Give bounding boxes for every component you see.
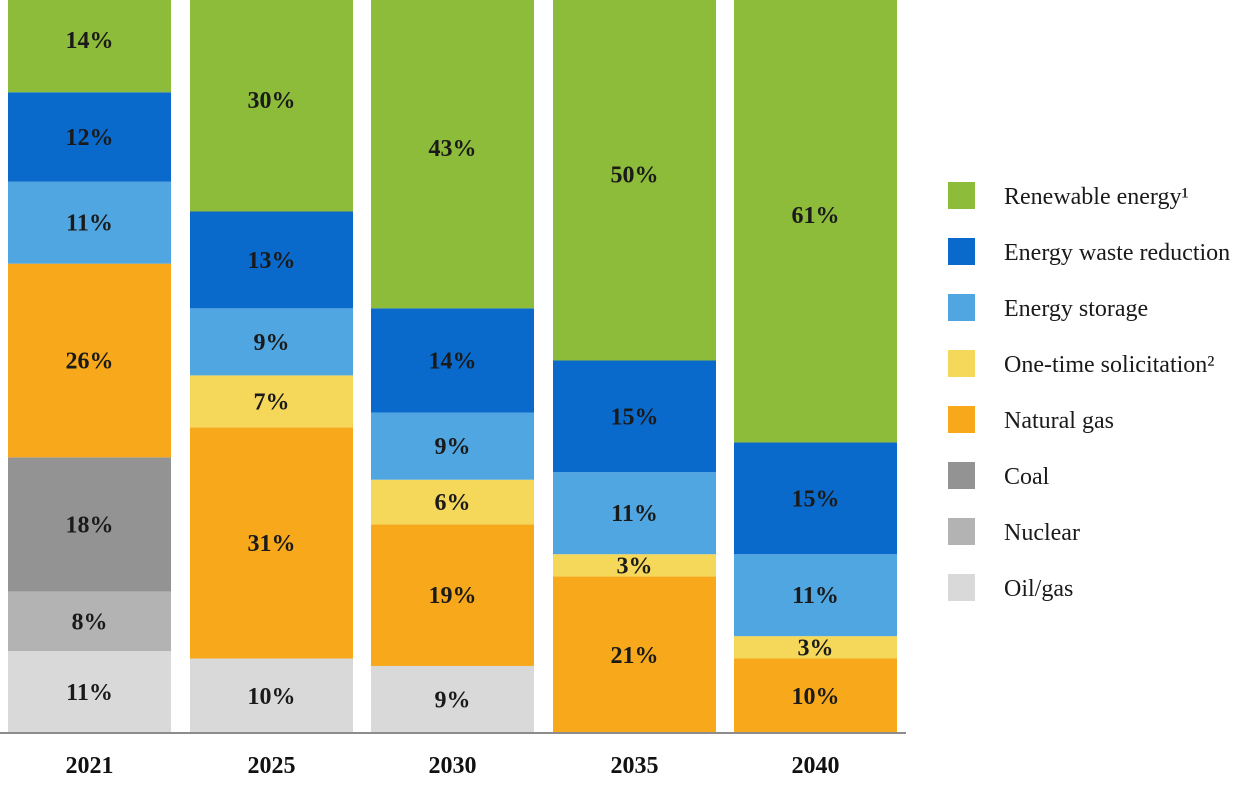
legend-swatch-energy-storage — [948, 294, 975, 321]
bar-segment-2025-energy-waste-reduction — [190, 211, 353, 309]
legend-swatch-oil-gas — [948, 574, 975, 601]
data-label-2035-one-time-solicitation: 3% — [617, 553, 653, 579]
bar-segment-2035-natural-gas — [553, 576, 716, 733]
x-tick-label-2025: 2025 — [248, 753, 296, 779]
bar-segment-2021-oil-gas — [8, 651, 171, 733]
bar-segment-2021-renewable-energy — [8, 0, 171, 93]
data-label-2025-natural-gas: 31% — [248, 531, 296, 557]
bar-segment-2035-one-time-solicitation — [553, 554, 716, 577]
data-label-2021-oil-gas: 11% — [66, 680, 113, 706]
x-tick-label-2035: 2035 — [611, 753, 659, 779]
bar-segment-2040-one-time-solicitation — [734, 636, 897, 659]
legend-swatch-coal — [948, 462, 975, 489]
bar-segment-2030-oil-gas — [371, 665, 534, 733]
bar-segment-2025-oil-gas — [190, 658, 353, 733]
bar-segment-2025-renewable-energy — [190, 0, 353, 212]
x-tick-label-2021: 2021 — [66, 753, 114, 779]
bar-segment-2040-energy-waste-reduction — [734, 442, 897, 555]
bar-segment-2021-nuclear — [8, 591, 171, 652]
data-label-2030-natural-gas: 19% — [429, 583, 477, 609]
bar-segment-2021-coal — [8, 457, 171, 592]
data-label-2035-energy-waste-reduction: 15% — [611, 404, 659, 430]
data-label-2025-oil-gas: 10% — [248, 684, 296, 710]
bars-group — [8, 0, 897, 733]
legend-label-natural-gas: Natural gas — [1004, 408, 1114, 434]
data-label-2040-natural-gas: 10% — [792, 684, 840, 710]
bar-segment-2030-energy-waste-reduction — [371, 308, 534, 413]
data-label-2030-renewable-energy: 43% — [429, 136, 477, 162]
bar-segment-2030-one-time-solicitation — [371, 479, 534, 525]
data-label-2030-oil-gas: 9% — [435, 687, 471, 713]
bar-segment-2025-one-time-solicitation — [190, 375, 353, 428]
bar-segment-2040-renewable-energy — [734, 0, 897, 443]
data-label-2025-energy-waste-reduction: 13% — [248, 248, 296, 274]
bar-segment-2030-renewable-energy — [371, 0, 534, 309]
data-label-2040-energy-waste-reduction: 15% — [792, 486, 840, 512]
bar-segment-2025-natural-gas — [190, 427, 353, 659]
bar-segment-2021-energy-waste-reduction — [8, 92, 171, 182]
legend-label-energy-storage: Energy storage — [1004, 296, 1148, 322]
legend-swatch-nuclear — [948, 518, 975, 545]
segment-labels-group: 11% 8% 18% 26% 11% 12% 14% 10% 31% 7% 9% 13% 30% 9% 19… — [66, 28, 840, 713]
legend-label-energy-waste-reduction: Energy waste reduction — [1004, 240, 1230, 266]
x-tick-labels-group: 2021 2025 2030 2035 2040 — [66, 753, 840, 779]
data-label-2021-nuclear: 8% — [72, 609, 108, 635]
legend-swatch-energy-waste-reduction — [948, 238, 975, 265]
data-label-2021-natural-gas: 26% — [66, 349, 114, 375]
x-tick-label-2040: 2040 — [792, 753, 840, 779]
bar-segment-2040-natural-gas — [734, 658, 897, 733]
data-label-2025-renewable-energy: 30% — [248, 88, 296, 114]
data-label-2021-renewable-energy: 14% — [66, 28, 114, 54]
legend-label-coal: Coal — [1004, 464, 1050, 490]
data-label-2021-energy-waste-reduction: 12% — [66, 125, 114, 151]
data-label-2030-energy-storage: 9% — [435, 434, 471, 460]
legend-label-one-time-solicitation: One-time solicitation² — [1004, 352, 1214, 378]
legend-label-oil-gas: Oil/gas — [1004, 576, 1073, 602]
bar-segment-2035-renewable-energy — [553, 0, 716, 361]
bar-segment-2030-energy-storage — [371, 412, 534, 480]
data-label-2040-renewable-energy: 61% — [792, 203, 840, 229]
data-label-2040-energy-storage: 11% — [792, 583, 839, 609]
data-label-2030-one-time-solicitation: 6% — [435, 490, 471, 516]
legend: Renewable energy¹ Energy waste reduction E… — [948, 182, 1230, 602]
bar-segment-2030-natural-gas — [371, 524, 534, 666]
legend-swatch-one-time-solicitation — [948, 350, 975, 377]
data-label-2035-natural-gas: 21% — [611, 643, 659, 669]
bar-segment-2025-energy-storage — [190, 308, 353, 376]
legend-swatch-natural-gas — [948, 406, 975, 433]
data-label-2021-energy-storage: 11% — [66, 211, 113, 237]
bar-segment-2040-energy-storage — [734, 554, 897, 637]
bar-segment-2035-energy-storage — [553, 472, 716, 555]
data-label-2030-energy-waste-reduction: 14% — [429, 349, 477, 375]
bar-segment-2035-energy-waste-reduction — [553, 360, 716, 473]
data-label-2025-one-time-solicitation: 7% — [254, 389, 290, 415]
legend-label-nuclear: Nuclear — [1004, 520, 1080, 546]
bar-segment-2021-energy-storage — [8, 181, 171, 264]
data-label-2035-energy-storage: 11% — [611, 501, 658, 527]
legend-label-renewable-energy: Renewable energy¹ — [1004, 184, 1189, 210]
x-tick-label-2030: 2030 — [429, 753, 477, 779]
data-label-2025-energy-storage: 9% — [254, 330, 290, 356]
data-label-2035-renewable-energy: 50% — [611, 162, 659, 188]
bar-segment-2021-natural-gas — [8, 263, 171, 458]
data-label-2040-one-time-solicitation: 3% — [798, 635, 834, 661]
legend-swatch-renewable-energy — [948, 182, 975, 209]
data-label-2021-coal: 18% — [66, 512, 114, 538]
